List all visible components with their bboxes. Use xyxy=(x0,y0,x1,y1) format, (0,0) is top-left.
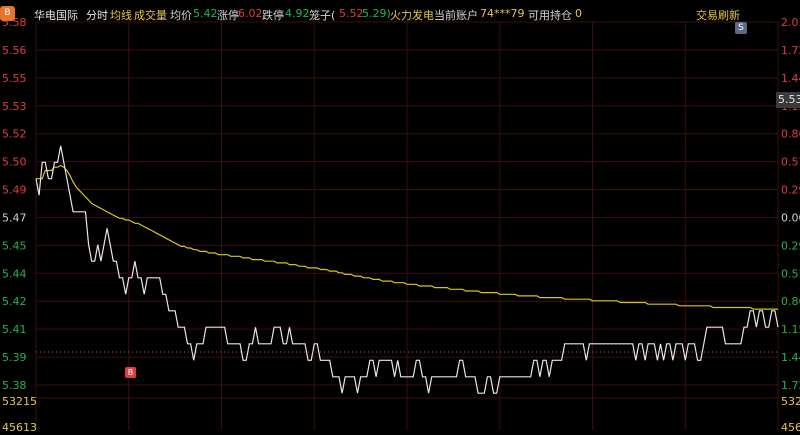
right-tick-label: 0.00 xyxy=(781,211,800,224)
left-tick-label: 5.50 xyxy=(2,156,27,169)
right-tick-label: 0.86 xyxy=(781,295,800,308)
right-tick-label: 2.01 xyxy=(781,16,800,29)
tab-junxian[interactable]: 均线 xyxy=(110,9,132,22)
left-tick-label: 5.55 xyxy=(2,72,27,85)
right-tick-label: 0.29 xyxy=(781,184,800,197)
avg-series-line xyxy=(36,164,778,310)
avg-value: 5.42 xyxy=(193,7,218,20)
left-tick-label: 5.56 xyxy=(2,44,27,57)
avg-label: 均价 xyxy=(170,9,192,22)
left-tick-label: 5.47 xyxy=(2,211,27,224)
cage-low: 5.52 xyxy=(339,7,364,20)
refresh-trade-button[interactable]: 交易刷新 xyxy=(696,9,740,22)
right-tick-label: 1.72 xyxy=(781,379,800,392)
right-tick-label: 0.57 xyxy=(781,156,800,169)
left-tick-label: 5.38 xyxy=(2,379,27,392)
left-tick-label: 5.42 xyxy=(2,295,27,308)
limit-down-label: 跌停 xyxy=(262,9,284,22)
left-tick-label: 5.39 xyxy=(2,351,27,364)
left-volume-top-label: 53215 xyxy=(2,395,37,408)
right-tick-label: 0.86 xyxy=(781,128,800,141)
right-tick-label: 1.15 xyxy=(781,323,800,336)
average-price-line xyxy=(36,164,778,310)
account-label: 当前账户 xyxy=(434,9,478,22)
tab-fenshi[interactable]: 分时 xyxy=(86,9,108,22)
right-volume-top-label: 532 xyxy=(781,395,800,408)
buy-marker[interactable]: B xyxy=(125,367,136,378)
left-volume-bottom-label: 45613 xyxy=(2,421,37,434)
position-label: 可用持仓 xyxy=(528,9,572,22)
limit-up-label: 涨停 xyxy=(217,9,239,22)
limit-down-value: 4.92 xyxy=(285,7,310,20)
left-tick-label: 5.52 xyxy=(2,128,27,141)
grid-lines xyxy=(35,21,779,430)
left-tick-label: 5.53 xyxy=(2,100,27,113)
sell-badge[interactable]: S xyxy=(735,22,747,34)
cage-label: 笼子( xyxy=(309,9,336,22)
tab-volume[interactable]: 成交量 xyxy=(134,9,167,22)
limit-up-value: 6.02 xyxy=(238,7,263,20)
right-volume-bottom-label: 456 xyxy=(781,421,800,434)
left-tick-label: 5.49 xyxy=(2,184,27,197)
right-percent-axis: 2.01 1.72 1.44 1.15 0.86 0.57 0.29 0.00 0.29 0.57… xyxy=(781,16,800,434)
cage-high: 5.29) xyxy=(362,7,391,20)
sector-tag[interactable]: 火力发电 xyxy=(390,9,434,22)
right-tick-label: 1.44 xyxy=(781,72,800,85)
stock-name[interactable]: 华电国际 xyxy=(34,9,78,22)
account-value: 74***79 xyxy=(480,7,525,20)
left-price-axis: 5.585.565.555.535.525.505.495.475.455.44… xyxy=(2,16,37,434)
price-line xyxy=(35,145,779,394)
left-tick-label: 5.41 xyxy=(2,323,27,336)
app-logo: B xyxy=(0,6,15,21)
left-tick-label: 5.45 xyxy=(2,239,27,252)
right-tick-label: 1.72 xyxy=(781,44,800,57)
price-series-line xyxy=(35,145,779,394)
left-tick-label: 5.44 xyxy=(2,267,27,280)
last-price-tag: 5.53 xyxy=(776,92,800,108)
right-tick-label: 0.29 xyxy=(781,239,800,252)
position-value: 0 xyxy=(575,7,582,20)
right-tick-label: 1.44 xyxy=(781,351,800,364)
right-tick-label: 0.57 xyxy=(781,267,800,280)
